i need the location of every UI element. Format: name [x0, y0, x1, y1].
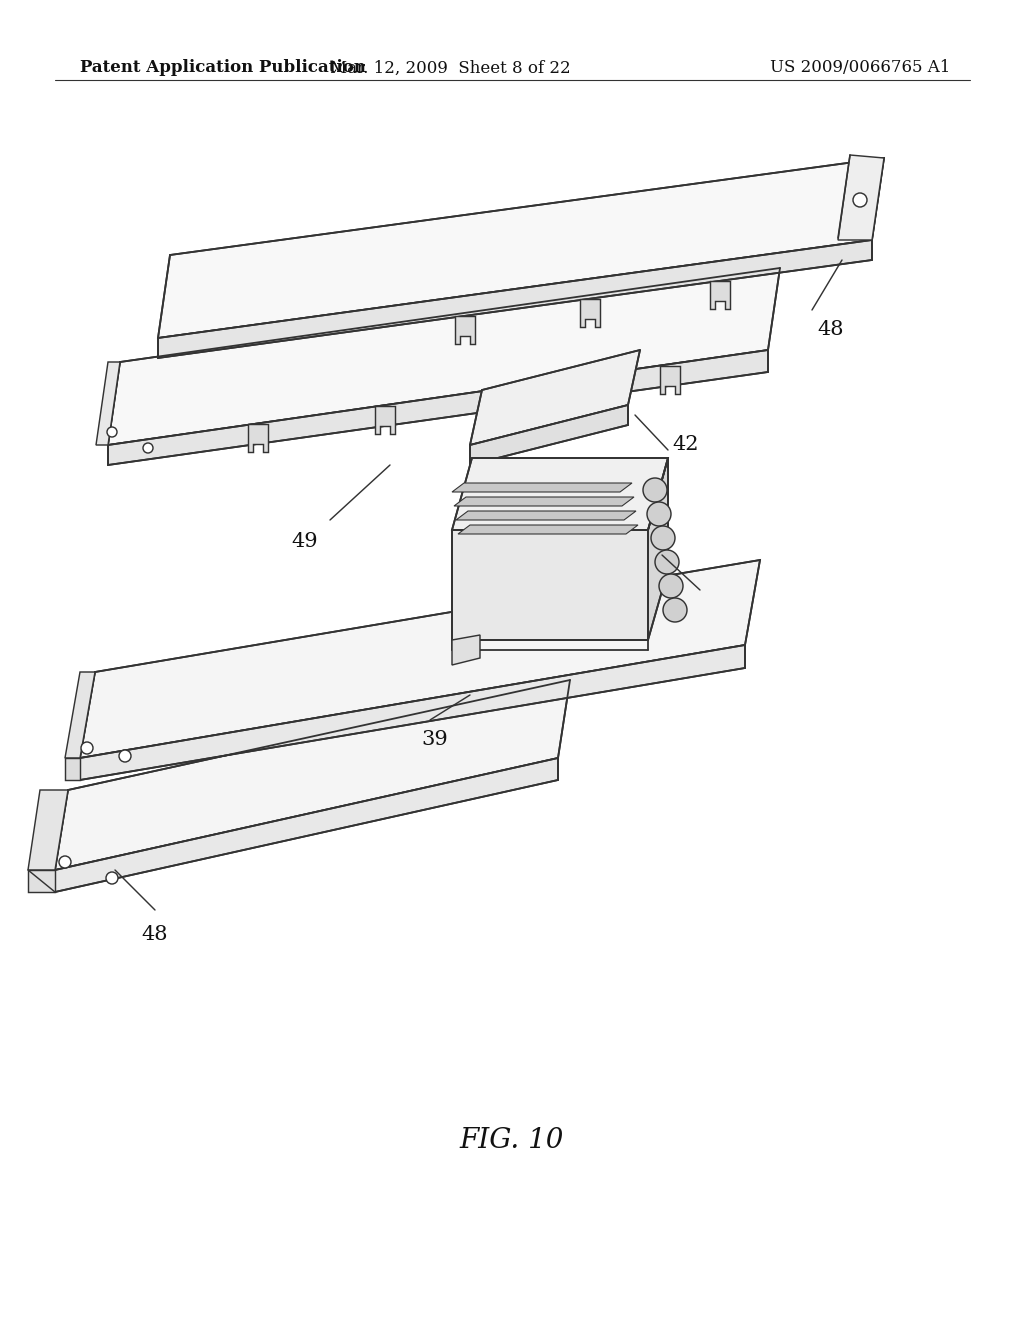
Polygon shape	[80, 645, 745, 780]
Polygon shape	[456, 511, 636, 520]
Polygon shape	[534, 384, 553, 412]
Text: Patent Application Publication: Patent Application Publication	[80, 59, 366, 77]
Circle shape	[663, 598, 687, 622]
Polygon shape	[55, 758, 558, 892]
Polygon shape	[648, 458, 668, 640]
Circle shape	[106, 426, 117, 437]
Polygon shape	[660, 366, 680, 393]
Polygon shape	[108, 350, 768, 465]
Text: US 2009/0066765 A1: US 2009/0066765 A1	[770, 59, 950, 77]
Polygon shape	[108, 268, 780, 445]
Text: FIG. 10: FIG. 10	[460, 1126, 564, 1154]
Polygon shape	[452, 531, 648, 640]
Circle shape	[647, 502, 671, 525]
Polygon shape	[55, 680, 570, 870]
Polygon shape	[452, 458, 668, 531]
Text: 48: 48	[817, 319, 844, 339]
Polygon shape	[452, 483, 632, 492]
Circle shape	[81, 742, 93, 754]
Polygon shape	[80, 560, 760, 758]
Polygon shape	[65, 672, 95, 758]
Circle shape	[119, 750, 131, 762]
Polygon shape	[470, 405, 628, 465]
Text: 39: 39	[422, 730, 449, 748]
Polygon shape	[455, 315, 475, 345]
Text: 48: 48	[141, 925, 168, 944]
Circle shape	[143, 444, 153, 453]
Polygon shape	[28, 870, 55, 892]
Circle shape	[659, 574, 683, 598]
Polygon shape	[470, 350, 640, 445]
Polygon shape	[248, 424, 268, 451]
Polygon shape	[580, 298, 600, 327]
Circle shape	[643, 478, 667, 502]
Polygon shape	[452, 635, 480, 665]
Text: 42: 42	[672, 436, 698, 454]
Polygon shape	[65, 758, 80, 780]
Polygon shape	[454, 498, 634, 506]
Circle shape	[106, 873, 118, 884]
Polygon shape	[838, 154, 884, 240]
Circle shape	[59, 855, 71, 869]
Polygon shape	[28, 789, 68, 870]
Polygon shape	[375, 407, 395, 434]
Circle shape	[853, 193, 867, 207]
Polygon shape	[458, 525, 638, 535]
Text: Mar. 12, 2009  Sheet 8 of 22: Mar. 12, 2009 Sheet 8 of 22	[330, 59, 570, 77]
Circle shape	[655, 550, 679, 574]
Text: 49: 49	[292, 532, 318, 550]
Polygon shape	[158, 240, 872, 358]
Polygon shape	[158, 158, 884, 338]
Polygon shape	[96, 362, 120, 445]
Polygon shape	[710, 281, 730, 309]
Text: 34: 34	[705, 578, 731, 598]
Circle shape	[651, 525, 675, 550]
